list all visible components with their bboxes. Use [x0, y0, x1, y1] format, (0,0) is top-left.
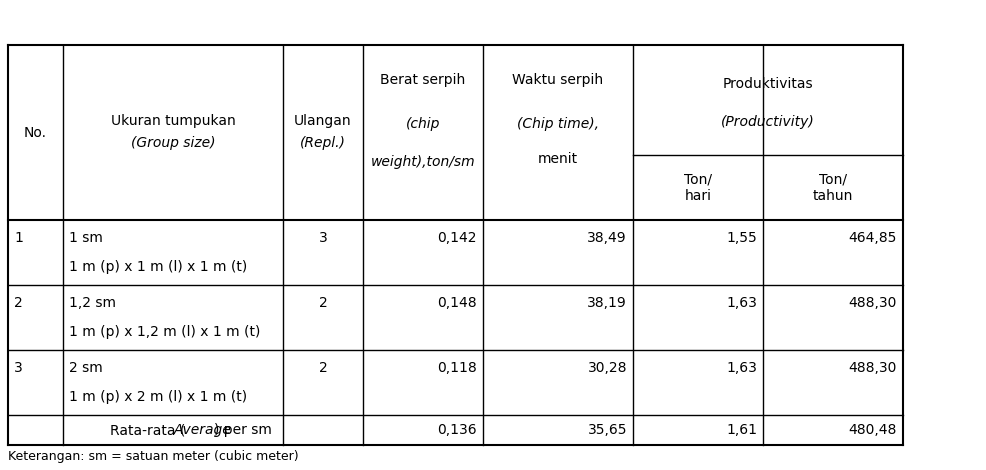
Text: 0,142: 0,142: [438, 231, 477, 245]
Text: 1: 1: [14, 231, 23, 245]
Text: menit: menit: [538, 152, 578, 166]
Text: 480,48: 480,48: [849, 423, 897, 437]
Text: 3: 3: [318, 231, 327, 245]
Text: 488,30: 488,30: [849, 296, 897, 310]
Text: weight),ton/sm: weight),ton/sm: [371, 155, 475, 169]
Text: 35,65: 35,65: [588, 423, 627, 437]
Text: 1,61: 1,61: [726, 423, 757, 437]
Text: (Chip time),: (Chip time),: [517, 117, 599, 131]
Text: Rata-rata (: Rata-rata (: [110, 423, 185, 437]
Text: 1,63: 1,63: [726, 361, 757, 375]
Text: 0,136: 0,136: [438, 423, 477, 437]
Text: (Productivity): (Productivity): [721, 115, 814, 129]
Text: Ukuran tumpukan: Ukuran tumpukan: [110, 113, 236, 127]
Text: No.: No.: [24, 125, 47, 140]
Text: 0,148: 0,148: [438, 296, 477, 310]
Text: 1,63: 1,63: [726, 296, 757, 310]
Text: 30,28: 30,28: [588, 361, 627, 375]
Text: Ulangan: Ulangan: [294, 113, 352, 127]
Text: 2: 2: [318, 361, 327, 375]
Text: hari: hari: [684, 188, 712, 203]
Text: Keterangan: sm = satuan meter (cubic meter): Keterangan: sm = satuan meter (cubic met…: [8, 450, 299, 463]
Text: (chip: (chip: [406, 117, 440, 131]
Text: (Group size): (Group size): [131, 135, 215, 149]
Text: ) per sm: ) per sm: [215, 423, 272, 437]
Text: Berat serpih: Berat serpih: [381, 73, 465, 87]
Text: 1,55: 1,55: [727, 231, 757, 245]
Text: 1,2 sm: 1,2 sm: [69, 296, 116, 310]
Text: 488,30: 488,30: [849, 361, 897, 375]
Text: Waktu serpih: Waktu serpih: [513, 73, 603, 87]
Text: 0,118: 0,118: [437, 361, 477, 375]
Text: 1 m (p) x 1 m (l) x 1 m (t): 1 m (p) x 1 m (l) x 1 m (t): [69, 260, 247, 274]
Text: 2: 2: [318, 296, 327, 310]
Text: 464,85: 464,85: [849, 231, 897, 245]
Text: 1 m (p) x 2 m (l) x 1 m (t): 1 m (p) x 2 m (l) x 1 m (t): [69, 390, 247, 404]
Text: tahun: tahun: [812, 188, 853, 203]
Text: Ton/: Ton/: [819, 172, 847, 187]
Text: (Repl.): (Repl.): [300, 135, 346, 149]
Text: Produktivitas: Produktivitas: [723, 77, 813, 91]
Text: 1 m (p) x 1,2 m (l) x 1 m (t): 1 m (p) x 1,2 m (l) x 1 m (t): [69, 325, 260, 339]
Text: 2: 2: [14, 296, 23, 310]
Text: Ton/: Ton/: [684, 172, 712, 187]
Text: Average: Average: [174, 423, 232, 437]
Text: 38,19: 38,19: [588, 296, 627, 310]
Text: 2 sm: 2 sm: [69, 361, 103, 375]
Text: 3: 3: [14, 361, 23, 375]
Text: 38,49: 38,49: [588, 231, 627, 245]
Text: 1 sm: 1 sm: [69, 231, 103, 245]
